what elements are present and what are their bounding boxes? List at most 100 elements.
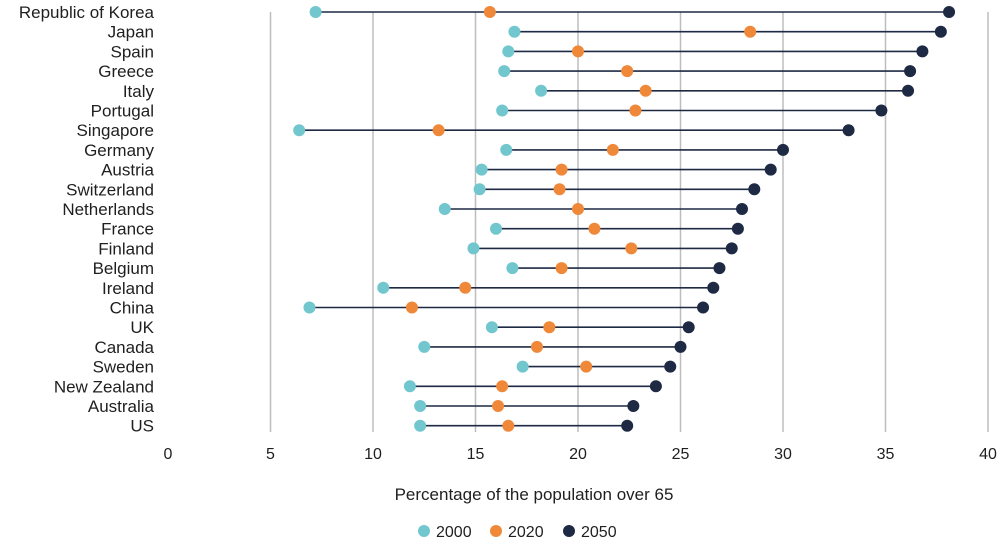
data-point-2050 (904, 65, 917, 78)
data-point-2020 (572, 45, 584, 58)
x-tick-label: 35 (877, 446, 895, 463)
category-label: Netherlands (62, 200, 154, 219)
data-point-2000 (490, 222, 502, 235)
data-point-2000 (496, 104, 509, 117)
data-point-2020 (625, 242, 638, 255)
x-axis-title: Percentage of the population over 65 (395, 485, 674, 504)
data-point-2000 (535, 84, 548, 97)
category-label: UK (130, 318, 154, 337)
data-point-2050 (664, 360, 677, 373)
data-point-2020 (744, 25, 757, 38)
data-point-2050 (674, 340, 687, 353)
data-point-2020 (588, 222, 601, 235)
category-label: Belgium (93, 259, 154, 278)
data-point-2050 (731, 222, 744, 235)
data-point-2000 (485, 321, 498, 334)
x-tick-label: 5 (266, 446, 275, 463)
data-point-2000 (516, 360, 529, 373)
category-label: China (110, 299, 155, 318)
data-point-2000 (418, 340, 431, 353)
data-point-2000 (506, 262, 519, 275)
data-point-2000 (502, 45, 515, 58)
data-point-2050 (725, 242, 738, 255)
x-tick-label: 30 (774, 446, 792, 463)
data-point-2020 (543, 321, 556, 334)
legend: 2000 2020 2050 (418, 524, 617, 541)
x-tick-label: 40 (979, 446, 997, 463)
data-point-2000 (473, 183, 486, 196)
x-tick-label: 20 (569, 446, 587, 463)
category-label: US (130, 417, 154, 436)
data-point-2020 (405, 301, 418, 314)
data-point-2000 (438, 203, 451, 215)
category-label: New Zealand (54, 377, 154, 396)
legend-item-2000: 2000 (418, 524, 472, 541)
data-point-2050 (707, 281, 720, 294)
category-labels: Republic of KoreaJapanSpainGreeceItalyPo… (19, 3, 155, 436)
x-tick-label: 0 (164, 446, 173, 463)
data-point-2000 (309, 6, 322, 18)
data-point-2000 (500, 143, 513, 156)
data-point-2050 (713, 262, 726, 275)
data-point-2020 (531, 340, 543, 353)
data-point-2020 (555, 262, 568, 275)
gridlines (269, 12, 989, 432)
category-label: Japan (108, 23, 154, 42)
data-point-2050 (777, 143, 789, 156)
data-point-2020 (492, 400, 505, 412)
data-point-2020 (629, 104, 642, 117)
data-point-2050 (764, 163, 777, 176)
data-point-2050 (934, 25, 947, 38)
category-label: Italy (123, 82, 155, 101)
data-point-2050 (748, 183, 761, 196)
data-point-2020 (496, 380, 509, 393)
data-point-2050 (621, 419, 634, 432)
x-axis-ticks: 0 5 10 15 20 25 30 35 40 (164, 446, 997, 463)
data-point-2050 (902, 84, 915, 97)
data-point-2050 (627, 400, 640, 412)
data-point-2020 (502, 419, 515, 432)
data-point-2050 (916, 45, 929, 58)
data-point-2000 (508, 25, 521, 38)
category-label: Portugal (91, 102, 154, 121)
data-point-2000 (293, 124, 306, 137)
data-point-2050 (649, 380, 662, 393)
data-point-2000 (414, 400, 427, 412)
category-label: Canada (94, 338, 154, 357)
data-point-2050 (842, 124, 855, 137)
legend-label: 2020 (508, 524, 544, 541)
data-point-2050 (697, 301, 710, 314)
category-label: Spain (111, 42, 154, 61)
data-point-2020 (621, 65, 634, 78)
data-point-2050 (736, 203, 748, 215)
data-point-2020 (483, 6, 496, 18)
data-point-2000 (414, 419, 427, 432)
data-point-2000 (303, 301, 316, 314)
data-point-2050 (875, 104, 888, 117)
x-tick-label: 25 (672, 446, 690, 463)
legend-marker (418, 525, 430, 537)
data-point-2000 (475, 163, 488, 176)
x-tick-label: 10 (364, 446, 382, 463)
legend-marker (563, 525, 575, 537)
category-label: Australia (88, 397, 155, 416)
category-label: Germany (84, 141, 154, 160)
data-point-2050 (682, 321, 695, 334)
x-tick-label: 15 (467, 446, 485, 463)
category-label: Singapore (76, 121, 154, 140)
data-point-2020 (555, 163, 568, 176)
data-point-2020 (572, 203, 584, 215)
category-label: Austria (101, 161, 154, 180)
legend-label: 2050 (581, 524, 617, 541)
data-point-2020 (553, 183, 566, 196)
category-label: France (101, 220, 154, 239)
category-label: Switzerland (66, 180, 154, 199)
data-point-2000 (403, 380, 416, 393)
data-point-2050 (943, 6, 956, 18)
category-label: Greece (98, 62, 154, 81)
data-point-2020 (432, 124, 445, 137)
category-label: Republic of Korea (19, 3, 155, 22)
data-point-2000 (377, 281, 390, 294)
data-points (293, 6, 956, 432)
data-point-2020 (580, 360, 593, 373)
